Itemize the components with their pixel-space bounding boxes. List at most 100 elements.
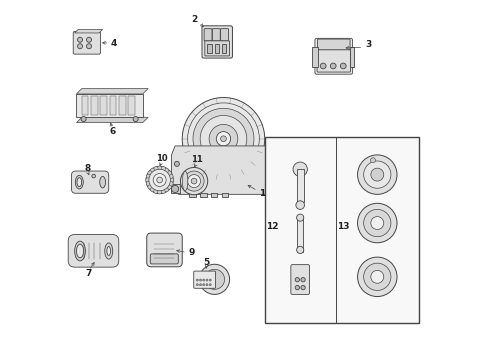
Bar <box>100 96 107 116</box>
Circle shape <box>188 175 200 188</box>
Bar <box>200 193 207 197</box>
Circle shape <box>172 185 179 193</box>
Bar <box>82 96 88 116</box>
Circle shape <box>182 98 265 180</box>
FancyBboxPatch shape <box>315 39 353 74</box>
Circle shape <box>146 174 150 179</box>
Circle shape <box>364 263 391 291</box>
Circle shape <box>157 166 162 170</box>
Circle shape <box>301 285 305 290</box>
Circle shape <box>170 178 173 182</box>
Bar <box>119 96 125 116</box>
Circle shape <box>188 103 259 175</box>
Circle shape <box>146 166 173 194</box>
Circle shape <box>180 167 208 195</box>
Circle shape <box>330 63 336 69</box>
Circle shape <box>199 284 201 286</box>
Bar <box>110 96 116 116</box>
Bar <box>221 193 228 197</box>
FancyBboxPatch shape <box>202 26 232 58</box>
Ellipse shape <box>105 243 113 259</box>
Circle shape <box>169 174 173 179</box>
Circle shape <box>77 44 82 49</box>
Bar <box>350 47 354 67</box>
Text: 13: 13 <box>337 222 349 231</box>
Circle shape <box>77 37 82 42</box>
Circle shape <box>169 181 173 186</box>
Text: 10: 10 <box>156 154 168 163</box>
Circle shape <box>268 161 272 166</box>
Circle shape <box>184 171 204 191</box>
Ellipse shape <box>77 178 82 186</box>
Text: 1: 1 <box>259 189 265 198</box>
Bar <box>172 184 180 193</box>
Bar <box>128 96 135 116</box>
FancyBboxPatch shape <box>318 39 350 50</box>
Circle shape <box>295 278 299 282</box>
Circle shape <box>199 264 230 294</box>
Circle shape <box>148 185 152 189</box>
Bar <box>215 44 219 53</box>
Ellipse shape <box>75 175 83 189</box>
Circle shape <box>92 174 96 178</box>
FancyBboxPatch shape <box>147 233 182 267</box>
Text: 3: 3 <box>365 40 371 49</box>
Text: 7: 7 <box>86 269 92 278</box>
Text: 2: 2 <box>192 15 198 24</box>
Circle shape <box>81 117 86 122</box>
Circle shape <box>174 161 179 166</box>
FancyBboxPatch shape <box>205 41 230 56</box>
Circle shape <box>150 188 155 192</box>
Circle shape <box>150 168 155 172</box>
Circle shape <box>371 217 384 229</box>
Circle shape <box>199 279 201 281</box>
Circle shape <box>165 168 169 172</box>
Circle shape <box>209 279 211 281</box>
Circle shape <box>87 37 92 42</box>
Circle shape <box>320 63 326 69</box>
Text: 8: 8 <box>84 164 90 173</box>
Circle shape <box>301 278 305 282</box>
FancyBboxPatch shape <box>291 265 310 294</box>
Bar <box>296 169 304 202</box>
Circle shape <box>341 63 346 69</box>
Circle shape <box>358 155 397 194</box>
Circle shape <box>196 279 198 281</box>
Circle shape <box>161 189 166 193</box>
FancyBboxPatch shape <box>204 29 212 41</box>
Bar <box>313 47 318 67</box>
Circle shape <box>161 167 166 171</box>
FancyBboxPatch shape <box>73 32 100 54</box>
Circle shape <box>193 108 254 169</box>
Bar <box>265 137 419 323</box>
FancyBboxPatch shape <box>317 50 350 72</box>
Ellipse shape <box>182 171 188 191</box>
Bar <box>91 96 98 116</box>
FancyBboxPatch shape <box>72 171 109 193</box>
FancyBboxPatch shape <box>68 234 119 267</box>
Circle shape <box>204 269 224 289</box>
Circle shape <box>165 188 169 192</box>
Circle shape <box>209 284 211 286</box>
Circle shape <box>293 162 307 176</box>
FancyBboxPatch shape <box>212 29 220 41</box>
Circle shape <box>157 177 163 183</box>
Circle shape <box>203 279 205 281</box>
Circle shape <box>371 270 384 283</box>
Circle shape <box>167 171 171 175</box>
Circle shape <box>167 185 171 189</box>
Circle shape <box>146 178 150 182</box>
Circle shape <box>358 203 397 243</box>
Circle shape <box>371 168 384 181</box>
Ellipse shape <box>74 241 85 261</box>
Text: 12: 12 <box>266 222 278 231</box>
Circle shape <box>296 201 304 210</box>
Circle shape <box>87 44 92 49</box>
FancyBboxPatch shape <box>194 271 216 288</box>
Text: 6: 6 <box>109 127 116 136</box>
Circle shape <box>370 158 375 163</box>
Circle shape <box>220 136 226 141</box>
Circle shape <box>157 190 162 194</box>
Bar <box>190 193 196 197</box>
FancyBboxPatch shape <box>220 29 228 41</box>
